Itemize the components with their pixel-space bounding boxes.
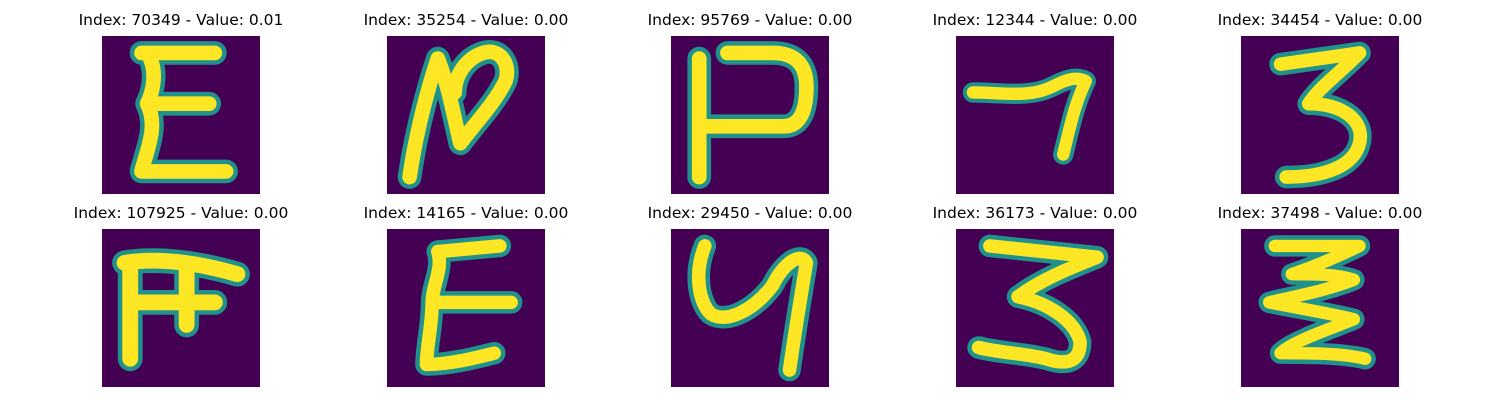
- panel-1: Index: 70349 - Value: 0.01: [79, 10, 283, 194]
- digit-image: [1241, 229, 1399, 387]
- digit-image: [102, 36, 260, 194]
- panel-3: Index: 95769 - Value: 0.00: [648, 10, 852, 194]
- panel-title: Index: 37498 - Value: 0.00: [1217, 204, 1423, 222]
- panel-4: Index: 12344 - Value: 0.00: [933, 10, 1137, 194]
- panel-title: Index: 35254 - Value: 0.00: [363, 11, 569, 29]
- digit-image: [102, 229, 260, 387]
- panel-9: Index: 36173 - Value: 0.00: [933, 203, 1137, 387]
- panel-2: Index: 35254 - Value: 0.00: [364, 10, 568, 194]
- panel-title: Index: 107925 - Value: 0.00: [73, 204, 289, 222]
- panel-8: Index: 29450 - Value: 0.00: [648, 203, 852, 387]
- panel-7: Index: 14165 - Value: 0.00: [364, 203, 568, 387]
- panel-title: Index: 29450 - Value: 0.00: [647, 204, 853, 222]
- digit-image: [671, 36, 829, 194]
- panel-5: Index: 34454 - Value: 0.00: [1218, 10, 1422, 194]
- digit-image: [1241, 36, 1399, 194]
- panel-10: Index: 37498 - Value: 0.00: [1218, 203, 1422, 387]
- panel-title: Index: 12344 - Value: 0.00: [932, 11, 1138, 29]
- digit-image: [387, 36, 545, 194]
- panel-title: Index: 34454 - Value: 0.00: [1217, 11, 1423, 29]
- digit-image: [956, 229, 1114, 387]
- panel-title: Index: 36173 - Value: 0.00: [932, 204, 1138, 222]
- digit-image: [671, 229, 829, 387]
- digit-image: [956, 36, 1114, 194]
- digit-image: [387, 229, 545, 387]
- panel-title: Index: 70349 - Value: 0.01: [78, 11, 284, 29]
- panel-title: Index: 95769 - Value: 0.00: [647, 11, 853, 29]
- panel-6: Index: 107925 - Value: 0.00: [74, 203, 288, 387]
- panel-title: Index: 14165 - Value: 0.00: [363, 204, 569, 222]
